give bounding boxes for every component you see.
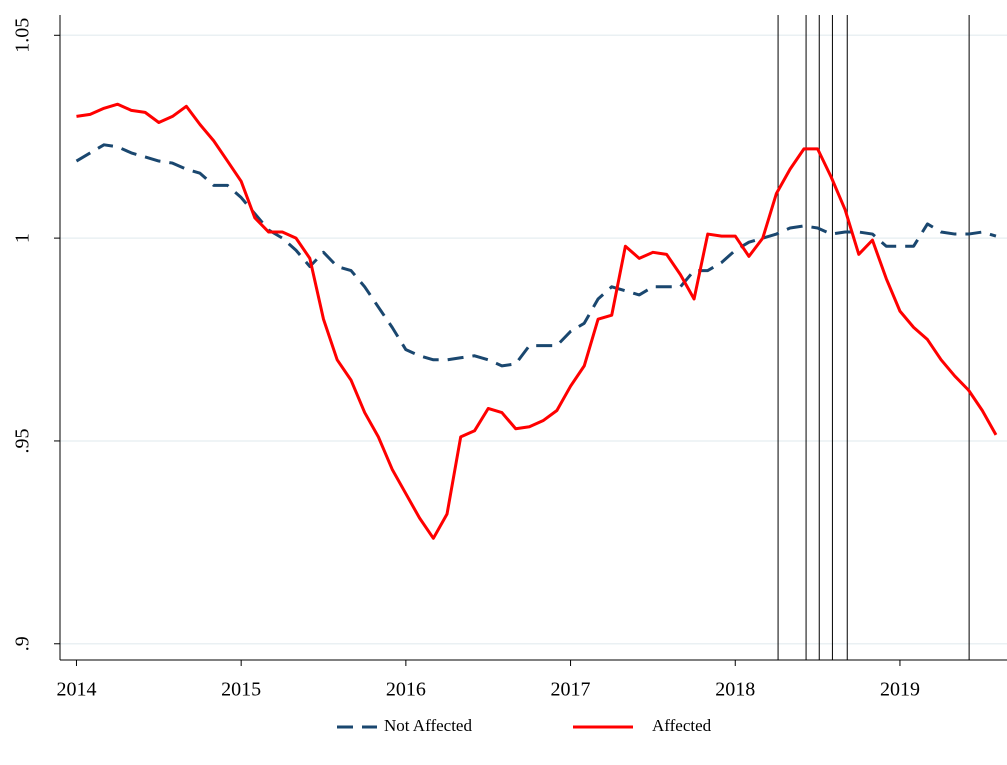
x-tick-label: 2014 xyxy=(56,679,96,701)
x-tick-label: 2016 xyxy=(386,679,426,701)
y-tick-label: 1.05 xyxy=(12,18,34,53)
legend-label: Affected xyxy=(652,716,712,735)
legend-label: Not Affected xyxy=(384,716,472,735)
y-tick-label: 1 xyxy=(12,233,34,243)
x-tick-label: 2019 xyxy=(880,679,920,701)
series-line xyxy=(75,143,997,368)
x-tick-label: 2017 xyxy=(551,679,591,701)
x-tick-label: 2018 xyxy=(715,679,755,701)
series-line xyxy=(76,102,998,540)
y-tick-label: .95 xyxy=(12,428,34,453)
y-tick-label: .9 xyxy=(12,636,34,651)
x-tick-label: 2015 xyxy=(221,679,261,701)
